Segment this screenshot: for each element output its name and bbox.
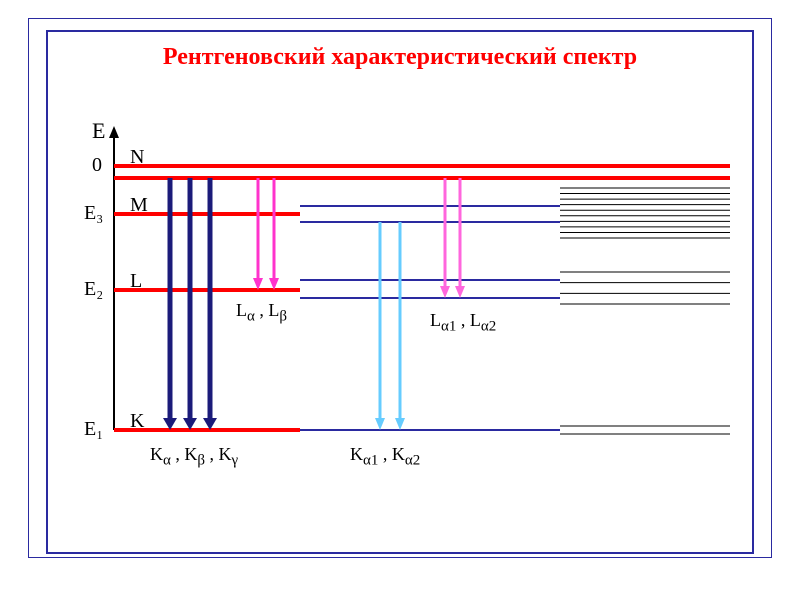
- axis-label-E: E: [92, 118, 105, 144]
- caption-K-alpha: Kα1 , Kα2: [350, 444, 420, 470]
- caption-L-alpha: Lα1 , Lα2: [430, 310, 496, 336]
- energy-label-0: 0: [92, 154, 102, 177]
- inner-frame: [46, 30, 754, 554]
- diagram-title: Рентгеновский характеристический спектр: [0, 44, 800, 71]
- shell-label-K: K: [130, 410, 144, 433]
- energy-label-E1: E₁: [84, 418, 103, 441]
- caption-L-series: Lα , Lβ: [236, 300, 287, 326]
- diagram-container: Рентгеновский характеристический спектр …: [0, 0, 800, 600]
- shell-label-N: N: [130, 146, 144, 169]
- shell-label-L: L: [130, 270, 142, 293]
- energy-label-E2: E₂: [84, 278, 103, 301]
- caption-K-series: Kα , Kβ , Kγ: [150, 444, 238, 470]
- energy-label-E3: E₃: [84, 202, 103, 225]
- shell-label-M: M: [130, 194, 148, 217]
